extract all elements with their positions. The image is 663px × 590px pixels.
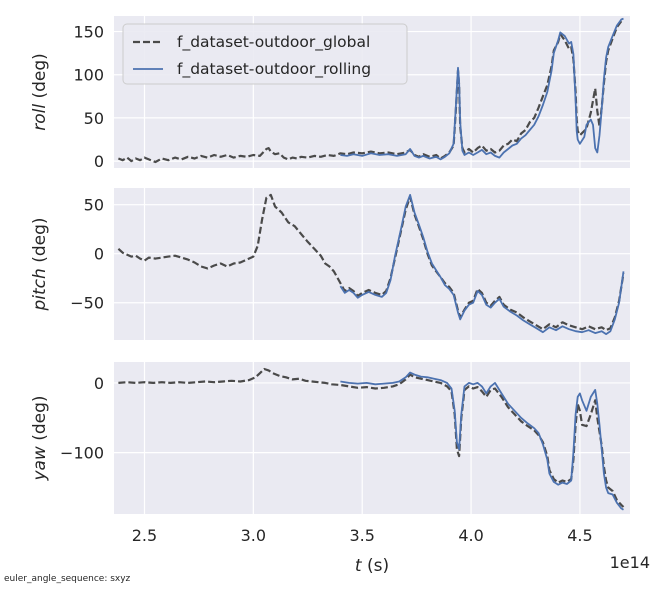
plot-background <box>114 188 630 340</box>
y-tick-label: −100 <box>60 444 104 463</box>
x-axis-label: t (s) <box>355 556 389 576</box>
legend: f_dataset-outdoor_global f_dataset-outdoo… <box>122 23 408 85</box>
x-tick-label: 4.5 <box>567 526 592 545</box>
y-axis-label-unit: (deg) <box>30 217 50 268</box>
y-axis-label-unit: (deg) <box>30 395 50 446</box>
series-line-rolling <box>340 371 624 511</box>
legend-box <box>122 23 408 85</box>
x-axis-label-var: t <box>355 556 363 576</box>
panel-yaw: −100 0 yaw (deg) 2.5 3.0 3.5 4.0 4.5 t (s) 1e14 <box>30 362 650 576</box>
footnote: euler_angle_sequence: sxyz <box>4 574 131 584</box>
y-axis-label-var: roll <box>30 104 50 131</box>
y-tick-label: 0 <box>94 152 104 171</box>
x-tick-label: 3.5 <box>349 526 374 545</box>
plot-background <box>114 362 630 514</box>
y-axis-label: roll (deg) <box>30 53 50 131</box>
y-tick-label: 100 <box>73 66 104 85</box>
legend-label: f_dataset-outdoor_global <box>177 33 370 52</box>
y-axis-label: yaw (deg) <box>30 395 50 481</box>
y-tick-label: −50 <box>70 294 104 313</box>
y-tick-label: 50 <box>84 196 104 215</box>
y-axis-label-var: yaw <box>30 446 50 481</box>
panel-pitch: −50 0 50 pitch (deg) <box>30 188 630 340</box>
y-tick-label: 50 <box>84 109 104 128</box>
series-line-global <box>117 193 625 332</box>
x-tick-label: 2.5 <box>132 526 157 545</box>
x-offset-label: 1e14 <box>610 553 650 572</box>
x-tick-label: 4.0 <box>458 526 483 545</box>
panel-roll: 0 50 100 150 roll (deg) f_dataset-outdoor_glo… <box>30 16 630 171</box>
y-axis-label: pitch (deg) <box>30 217 50 311</box>
series-line-rolling <box>339 194 625 335</box>
y-tick-label: 0 <box>94 374 104 393</box>
y-axis-label-var: pitch <box>30 268 50 311</box>
y-tick-label: 150 <box>73 23 104 42</box>
legend-label: f_dataset-outdoor_rolling <box>177 60 371 79</box>
y-tick-label: 0 <box>94 245 104 264</box>
x-axis-label-unit: (s) <box>362 556 390 576</box>
series-line-rolling <box>340 17 624 161</box>
y-axis-label-unit: (deg) <box>30 53 50 104</box>
x-tick-label: 3.0 <box>241 526 266 545</box>
